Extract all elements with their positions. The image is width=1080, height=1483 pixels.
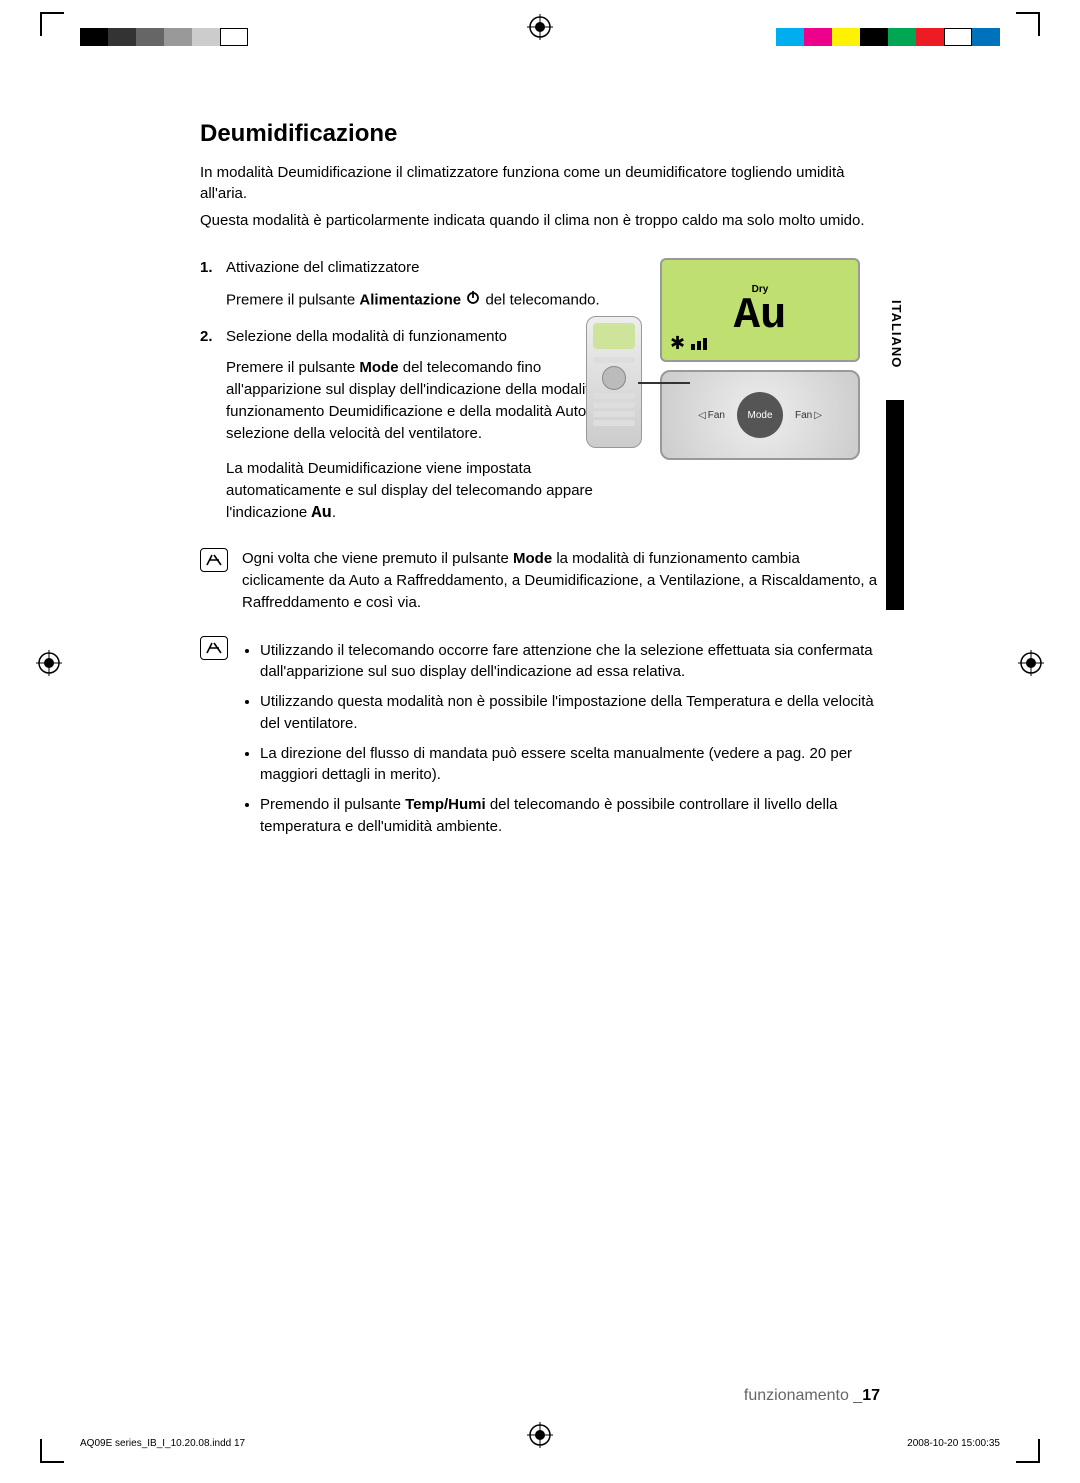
note-icon bbox=[200, 548, 228, 572]
language-tab: ITALIANO bbox=[889, 300, 904, 368]
bullet-3: La direzione del flusso di mandata può e… bbox=[260, 743, 880, 787]
registration-target-bottom bbox=[527, 1422, 553, 1453]
remote-control-ring: ◁Fan Mode Fan▷ bbox=[660, 370, 860, 460]
footer-section-label: funzionamento _17 bbox=[744, 1387, 880, 1405]
section-indicator-bar bbox=[886, 400, 904, 610]
crop-mark-tr bbox=[1016, 12, 1040, 36]
au-indicator-inline: Au bbox=[311, 504, 331, 523]
remote-lcd: Dry Au ✱ bbox=[660, 258, 860, 362]
note-2-body: Utilizzando il telecomando occorre fare … bbox=[242, 636, 880, 846]
print-filename: AQ09E series_IB_I_10.20.08.indd 17 bbox=[80, 1438, 245, 1449]
registration-target-right bbox=[1018, 650, 1044, 681]
text: Ogni volta che viene premuto il pulsante bbox=[242, 550, 513, 567]
step-2-body-2: La modalità Deumidificazione viene impos… bbox=[226, 458, 626, 526]
footer-section-text: funzionamento _ bbox=[744, 1387, 862, 1404]
step-1-number: 1. bbox=[200, 257, 226, 279]
text: Premere il pulsante bbox=[226, 359, 359, 376]
crop-mark-tl bbox=[40, 12, 64, 36]
color-bar-cmyk bbox=[776, 28, 1000, 46]
bold-text: Mode bbox=[359, 359, 398, 376]
intro-paragraph-1: In modalità Deumidificazione il climatiz… bbox=[200, 162, 880, 204]
text: . bbox=[332, 504, 336, 521]
crop-mark-bl bbox=[40, 1439, 64, 1463]
note-icon bbox=[200, 636, 228, 660]
lcd-au-indicator: Au bbox=[734, 297, 787, 337]
lcd-fan-row: ✱ bbox=[670, 333, 707, 354]
fan-icon: ✱ bbox=[670, 333, 685, 354]
print-timestamp: 2008-10-20 15:00:35 bbox=[907, 1438, 1000, 1449]
text: Premere il pulsante bbox=[226, 291, 359, 308]
bold-text: Temp/Humi bbox=[405, 796, 486, 813]
remote-thumb-pad bbox=[593, 357, 635, 441]
bullet-1: Utilizzando il telecomando occorre fare … bbox=[260, 640, 880, 684]
note-1: Ogni volta che viene premuto il pulsante… bbox=[200, 548, 880, 613]
step-2-body-1: Premere il pulsante Mode del telecomando… bbox=[226, 357, 626, 444]
remote-thumbnail bbox=[586, 316, 642, 448]
text: Premendo il pulsante bbox=[260, 796, 405, 813]
step-1-body: Premere il pulsante Alimentazione del te… bbox=[226, 289, 626, 312]
note-2: Utilizzando il telecomando occorre fare … bbox=[200, 636, 880, 846]
intro-paragraph-2: Questa modalità è particolarmente indica… bbox=[200, 210, 880, 231]
bullet-4: Premendo il pulsante Temp/Humi del telec… bbox=[260, 794, 880, 838]
mode-button: Mode bbox=[737, 392, 783, 438]
step-2-number: 2. bbox=[200, 326, 226, 348]
crop-mark-br bbox=[1016, 1439, 1040, 1463]
note-1-body: Ogni volta che viene premuto il pulsante… bbox=[242, 548, 880, 613]
callout-line bbox=[638, 382, 690, 384]
page-title: Deumidificazione bbox=[200, 120, 880, 148]
color-bar-grayscale bbox=[80, 28, 248, 46]
remote-illustration: Dry Au ✱ ◁Fan Mode Fan▷ bbox=[582, 258, 874, 462]
remote-thumb-screen bbox=[593, 323, 635, 349]
text: Fan bbox=[708, 410, 725, 421]
page-content: Deumidificazione In modalità Deumidifica… bbox=[200, 120, 880, 846]
bold-text: Mode bbox=[513, 550, 552, 567]
text: La modalità Deumidificazione viene impos… bbox=[226, 460, 593, 521]
bullet-2: Utilizzando questa modalità non è possib… bbox=[260, 691, 880, 735]
power-icon bbox=[465, 289, 481, 312]
fan-right-label: Fan▷ bbox=[795, 410, 822, 421]
text: Fan bbox=[795, 410, 812, 421]
registration-target-top bbox=[527, 14, 553, 45]
registration-target-left bbox=[36, 650, 62, 681]
fan-speed-bars bbox=[691, 338, 707, 350]
fan-left-label: ◁Fan bbox=[698, 410, 725, 421]
bold-text: Alimentazione bbox=[359, 291, 461, 308]
footer-page-number: 17 bbox=[862, 1387, 880, 1404]
